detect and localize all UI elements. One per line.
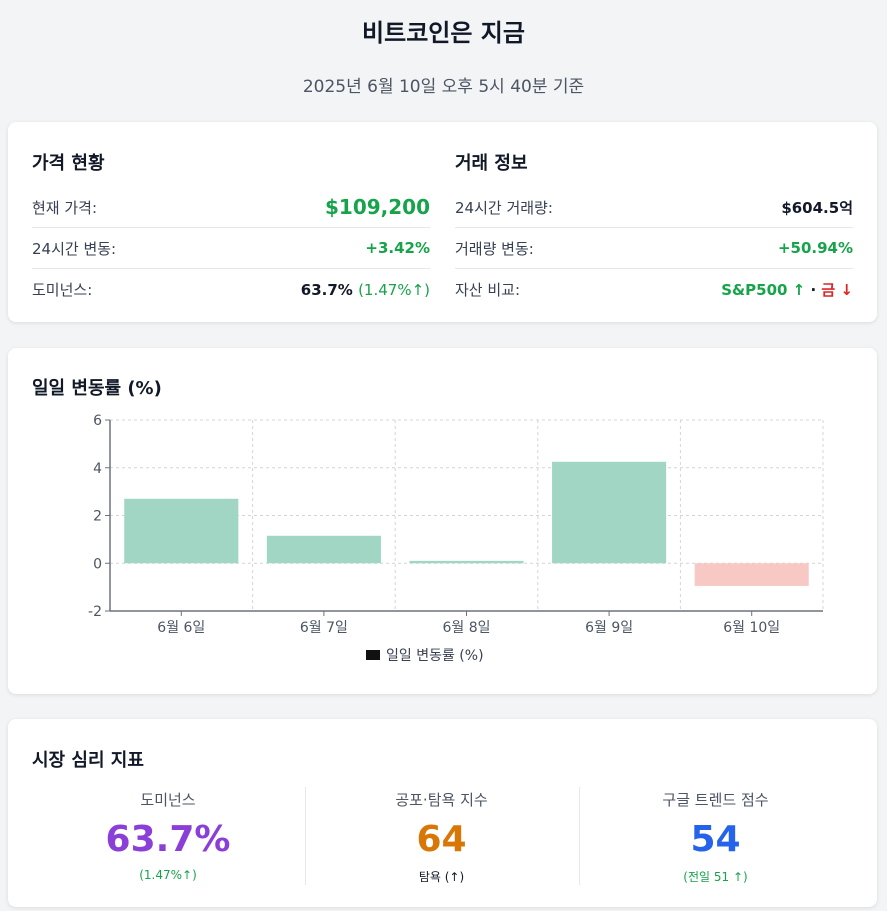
sp500-trend: S&P500 ↑	[721, 281, 806, 299]
sentiment-google-trends-sub: (전일 51 ↑)	[683, 870, 748, 884]
dominance-label: 도미넌스:	[32, 281, 93, 299]
x-tick-label: 6월 9일	[585, 620, 633, 636]
bar	[124, 498, 239, 564]
x-tick-label: 6월 8일	[442, 620, 490, 636]
daily-change-chart-card: 일일 변동률 (%) -2 0 2 4 6 6월 6일 6월 7일 6월 8일 6월 9일 6월 …	[8, 348, 877, 694]
legend-swatch	[366, 650, 380, 660]
volume-24h-label: 24시간 거래량:	[455, 198, 553, 217]
gold-trend: 금 ↓	[821, 281, 853, 299]
x-tick-label: 6월 10일	[723, 620, 780, 636]
volume-24h-value: $604.5억	[781, 198, 853, 217]
price-status-section: 가격 현황 현재 가격: $109,200 24시간 변동: +3.42% 도미…	[32, 149, 430, 310]
legend-label: 일일 변동률 (%)	[386, 648, 484, 664]
bar	[694, 563, 809, 586]
y-tick-label: -2	[88, 604, 102, 620]
summary-card: 가격 현황 현재 가격: $109,200 24시간 변동: +3.42% 도미…	[8, 122, 877, 322]
asset-compare-value: S&P500 ↑ · 금 ↓	[721, 279, 853, 300]
x-tick-label: 6월 7일	[300, 620, 348, 636]
asset-separator: ·	[810, 281, 817, 299]
y-tick-label: 6	[93, 413, 102, 429]
volume-change-row: 거래량 변동: +50.94%	[455, 228, 853, 269]
current-price-value: $109,200	[324, 195, 430, 219]
chart-title: 일일 변동률 (%)	[32, 378, 162, 399]
asset-compare-row: 자산 비교: S&P500 ↑ · 금 ↓	[455, 269, 853, 310]
y-tick-label: 4	[93, 461, 102, 477]
sentiment-title: 시장 심리 지표	[32, 750, 144, 771]
market-sentiment-card: 시장 심리 지표 도미넌스 63.7% (1.47%↑) 공포·탐욕 지수 64…	[8, 719, 877, 907]
bar	[409, 560, 524, 564]
volume-24h-row: 24시간 거래량: $604.5억	[455, 187, 853, 228]
price-status-title: 가격 현황	[32, 153, 105, 174]
change-24h-row: 24시간 변동: +3.42%	[32, 228, 430, 269]
sentiment-fear-greed-label: 공포·탐욕 지수	[395, 791, 488, 809]
sentiment-dominance-label: 도미넌스	[140, 791, 196, 809]
sentiment-google-trends: 구글 트렌드 점수 54 (전일 51 ↑)	[579, 787, 851, 885]
dominance-row: 도미넌스: 63.7% (1.47%↑)	[32, 269, 430, 310]
change-24h-value: +3.42%	[365, 239, 430, 257]
trade-info-title: 거래 정보	[455, 153, 528, 174]
current-price-label: 현재 가격:	[32, 198, 98, 217]
y-tick-label: 0	[93, 556, 102, 572]
page-title: 비트코인은 지금	[362, 19, 525, 47]
dominance-change: (1.47%↑)	[358, 280, 430, 299]
sentiment-fear-greed-value: 64	[416, 819, 467, 860]
sentiment-fear-greed: 공포·탐욕 지수 64 탐욕 (↑)	[305, 787, 577, 885]
volume-change-value: +50.94%	[777, 239, 853, 257]
sentiment-dominance: 도미넌스 63.7% (1.47%↑)	[32, 787, 304, 885]
current-price-row: 현재 가격: $109,200	[32, 187, 430, 228]
change-24h-label: 24시간 변동:	[32, 239, 117, 258]
dominance-value-group: 63.7% (1.47%↑)	[301, 281, 430, 299]
sentiment-google-trends-label: 구글 트렌드 점수	[662, 791, 769, 809]
sentiment-fear-greed-sub: 탐욕 (↑)	[418, 870, 465, 884]
bar	[266, 535, 381, 564]
dominance-value: 63.7%	[300, 280, 353, 299]
x-tick-label: 6월 6일	[157, 620, 205, 636]
trade-info-section: 거래 정보 24시간 거래량: $604.5억 거래량 변동: +50.94% …	[455, 149, 853, 310]
sentiment-google-trends-value: 54	[690, 819, 741, 860]
bar	[552, 461, 667, 564]
sentiment-dominance-value: 63.7%	[105, 819, 231, 860]
volume-change-label: 거래량 변동:	[455, 239, 534, 258]
sentiment-dominance-sub: (1.47%↑)	[139, 868, 197, 882]
page-subtitle: 2025년 6월 10일 오후 5시 40분 기준	[302, 77, 585, 97]
asset-compare-label: 자산 비교:	[455, 281, 521, 299]
y-tick-label: 2	[93, 509, 102, 525]
